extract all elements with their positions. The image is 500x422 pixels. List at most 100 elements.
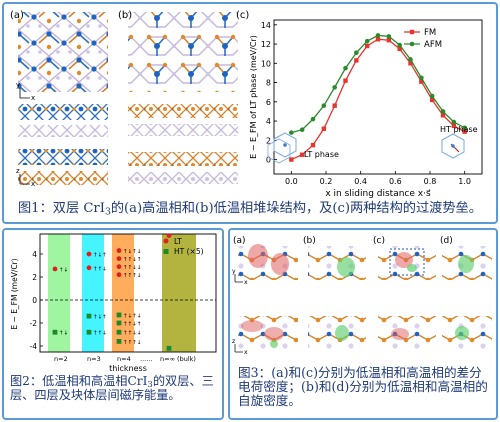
legend-marker-fm [409,29,415,35]
fig1-b-side-layer-2 [128,124,238,136]
y-tick-label: 0 [266,156,271,165]
figure-2-graphics: 420-2-4 ↑↓↑↓↑↓↑↑↑↓↑↓↑↑↑↓↑↓↑↓↑↑↓↑↑↑↓↓↑↑↑↓… [10,233,217,373]
data-point-afm [462,125,467,131]
figure-2-caption-text-b: 的双层、三层、四层及块体层间磁序能量。 [10,374,214,402]
spin-config-label: ↑↑↓↓ [123,330,141,337]
fig2-legend: LT HT (×5) [163,237,204,256]
figure-2-caption: 图2：低温相和高温相CrI3的双层、三层、四层及块体层间磁序能量。 [10,374,222,402]
data-point-afm [289,130,294,135]
data-point-fm [321,126,327,131]
fig3-panel-a-label: (a) [233,236,246,246]
chart-frame [273,19,483,175]
y-tick-label: 14 [261,21,271,30]
ht-marker [86,329,92,335]
data-point-fm [440,113,446,118]
figure-1-caption-subscript: 3 [104,206,111,218]
legend-ht-marker [163,249,169,254]
fig2-y-tick-label: -2 [30,319,38,328]
data-point-fm [462,129,467,134]
fig1-a-side-layer-4 [18,171,108,185]
fig3-axis-x2-label: x [244,349,248,356]
data-point-fm [408,61,413,66]
data-point-fm [419,79,424,84]
data-point-afm [343,65,348,71]
data-point-fm [299,152,305,157]
lt-marker [116,264,122,270]
spin-config-label: ↑↓↑↓ [123,248,141,255]
data-point-fm [451,123,457,129]
spin-config-label: ↑↑↓ [93,265,107,272]
spin-config-label: ↑↓↑ [93,314,107,321]
figure-3-graphics: (a) (b) (c) (d) y x z [232,236,492,356]
x-tick-label: 0.2 [320,177,333,186]
thickness-band-1 [82,234,104,352]
legend-label-afm: AFM [424,40,442,50]
figure-1-caption: 图1：双层 CrI3的(a)高温相和(b)低温相堆垛结构，及(c)两种结构的过渡… [18,201,482,218]
fig3-a-density-lobe-3 [241,320,263,332]
fig1-a-side-layer-2 [18,125,108,137]
figure-3-caption: 图3：(a)和(c)分别为低温相和高温相的差分电荷密度；(b)和(d)分别为低温… [238,365,488,409]
legend-label-fm: FM [424,28,436,38]
fig1-b-side-layer-1 [128,104,238,118]
lt-phase-label: LT phase [304,150,339,159]
spin-config-label: ↑↓ [59,330,68,337]
spin-config-label: ↑↑↑↓ [123,272,141,279]
fig3-axis-z-label: z [232,338,235,345]
spin-config-label: ↑↑↑↓ [123,339,141,346]
fig2-y-ticks: 4 2 0 -2 -4 [30,250,43,351]
fig3-b-spin-lobe-1 [337,257,355,277]
spin-config-label: ↑↓ [59,266,68,273]
lt-marker [52,266,58,272]
data-point-afm [451,119,457,125]
data-point-fm [397,46,402,52]
fig2-y-tick-label: 4 [32,250,37,259]
x-tick-label: 0.6 [389,177,402,186]
spin-config-label: ↑↑↓↑ [123,256,141,263]
fig1-a-side-layer-3 [18,149,108,165]
layer-label-n3: n=3 [87,355,101,363]
fig3-axis-y-label: y [232,268,236,275]
legend-lt-marker [163,238,169,244]
figure-2-caption-text-a: 图2：低温相和高温相CrI [10,374,148,388]
x-tick-label: 1.0 [458,177,471,186]
spin-config-label: ↑↑↓ [93,330,107,337]
fig1-axis-z-label: z [16,167,20,175]
x-tick-label: 0.4 [354,177,367,186]
legend-lt-label: LT [174,237,182,246]
fig3-a-density-lobe-5 [270,340,278,348]
figure-1-graphics: (a) (b) y x z x (c) 0.0 0.2 0.4 0.6 0.8 1.0 0 2… [10,10,483,199]
spin-config-label: ↑↓↑↓ [123,312,141,319]
data-point-afm [375,33,381,38]
data-point-afm [440,109,446,114]
ht-marker [116,312,122,318]
fig3-a-density-lobe-2 [271,253,289,275]
fig3-c-cell-box [389,248,425,276]
fig2-ylabel: E − E_FM (meV/Cr) [10,258,19,329]
thickness-band-0 [48,234,70,352]
layer-label-n2: n=2 [54,355,68,363]
fig1-panel-a-label: (a) [10,10,24,21]
fig3-a-density-lobe-4 [264,327,284,341]
ht-marker [116,320,122,326]
data-point-afm [429,93,435,99]
ht-phase-inset [441,133,465,159]
fig2-y-tick-label: -4 [30,342,38,351]
fig2-y-tick-label: 2 [32,273,37,282]
fig3-a-top-lattice [238,246,298,280]
data-point-afm [386,34,392,39]
data-point-fm [386,38,392,43]
figure-2-caption-subscript: 3 [147,380,153,391]
lt-marker [166,233,172,238]
y-tick-label: 6 [266,98,271,107]
y-tick-label: 8 [266,79,271,88]
data-point-fm [289,157,294,162]
data-point-fm [429,97,435,103]
ht-marker [116,329,122,335]
layer-label-n4: n=4 [117,355,131,363]
legend-marker-afm [409,41,415,47]
fig1-b-top-view-lattice [128,12,238,92]
lt-marker [116,256,122,261]
ht-marker [116,339,122,344]
data-point-fm [343,78,348,83]
figure-1-caption-number: 图1： [18,201,53,216]
